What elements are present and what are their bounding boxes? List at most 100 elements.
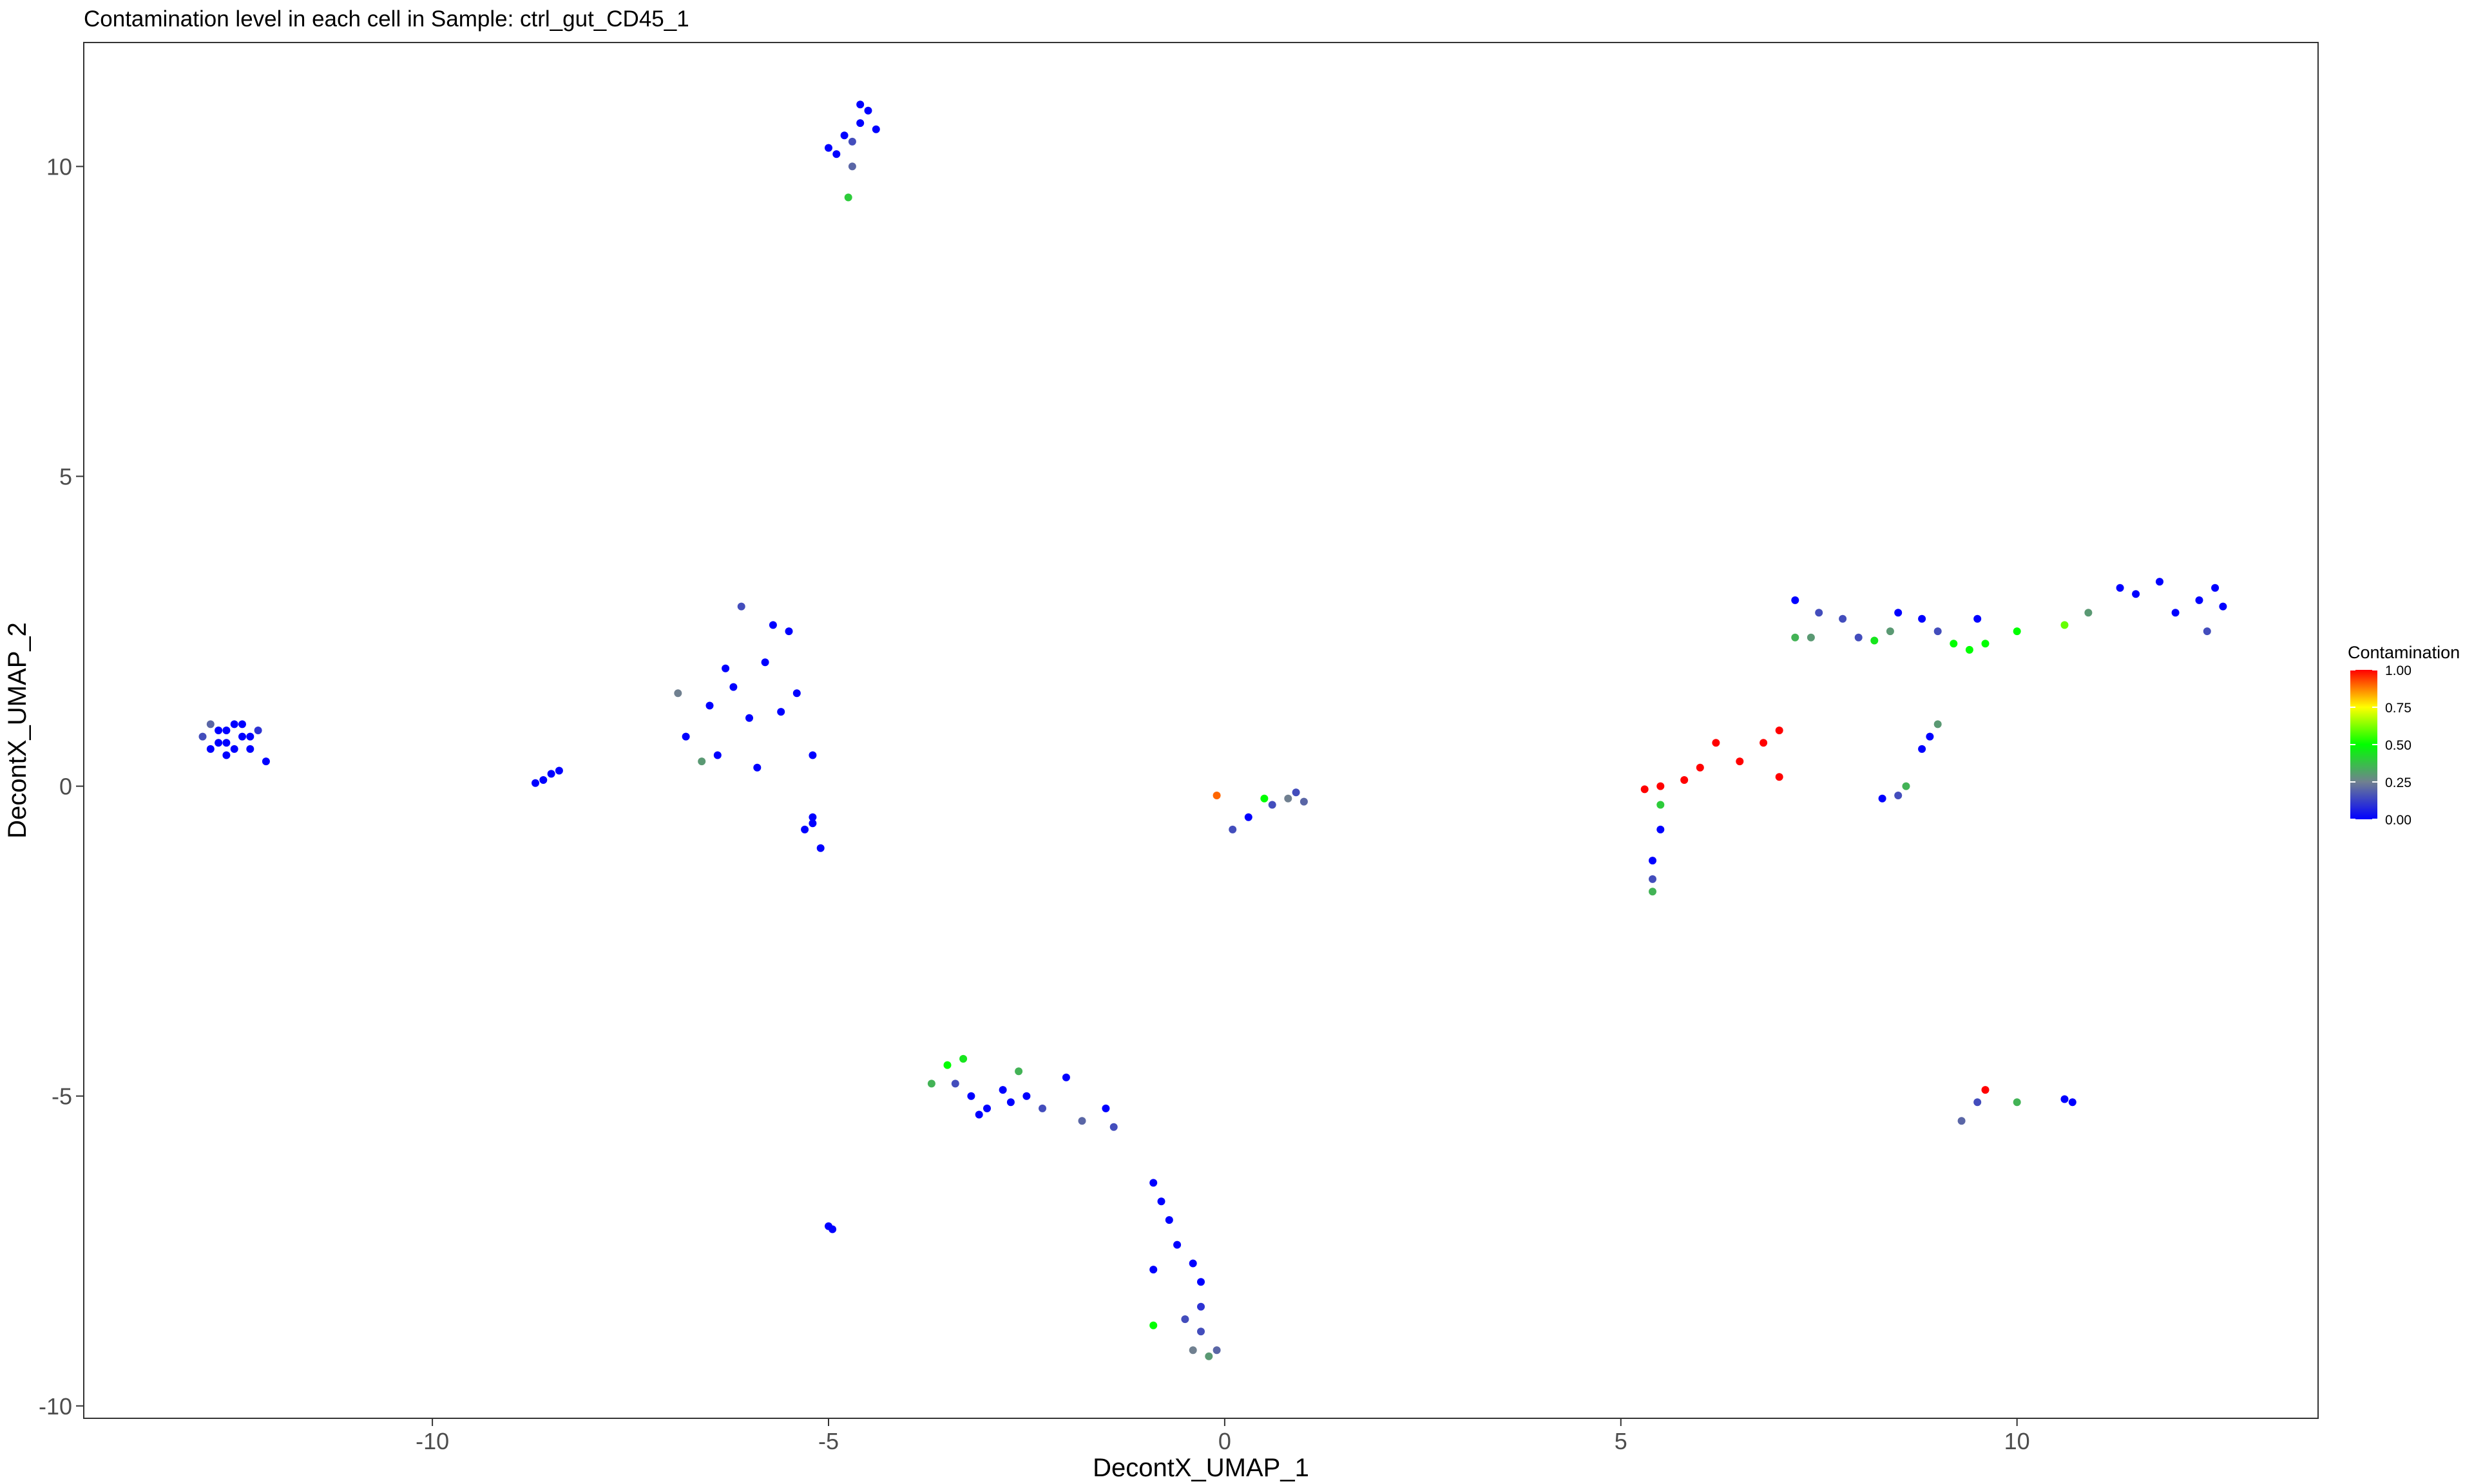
chart-title: Contamination level in each cell in Samp… (84, 6, 689, 32)
data-point (1918, 614, 1926, 623)
data-point (1102, 1104, 1110, 1112)
data-point (832, 150, 841, 158)
data-point (1696, 763, 1704, 772)
data-point (801, 825, 809, 833)
data-point (1981, 640, 1990, 648)
data-point (1062, 1073, 1070, 1081)
data-point (848, 162, 856, 171)
data-point (1260, 794, 1269, 803)
data-point (230, 720, 238, 728)
data-point (856, 100, 865, 109)
legend-tick-label: 1.00 (2385, 663, 2412, 678)
data-point (1649, 857, 1656, 865)
data-point (785, 627, 793, 636)
data-point (809, 751, 817, 759)
data-point (999, 1086, 1007, 1094)
data-point (1189, 1346, 1197, 1355)
data-point (1981, 1086, 1990, 1094)
data-point (547, 770, 555, 778)
data-point (1640, 785, 1649, 794)
data-point (2060, 621, 2069, 629)
data-point (1894, 792, 1903, 799)
data-point (777, 708, 785, 716)
legend-tick-label: 0.50 (2385, 738, 2412, 753)
data-point (682, 732, 690, 741)
data-point (254, 727, 262, 734)
data-point (951, 1080, 959, 1088)
data-point (1197, 1278, 1205, 1286)
data-point (1886, 627, 1894, 636)
y-tick-label: -5 (52, 1083, 72, 1110)
data-point (2068, 1098, 2076, 1107)
data-point (1854, 633, 1863, 642)
data-point (1712, 739, 1720, 747)
data-point (1775, 727, 1783, 734)
data-point (222, 739, 231, 747)
data-point (1006, 1098, 1015, 1107)
data-point (206, 720, 215, 728)
data-point (1015, 1067, 1023, 1076)
data-point (1268, 801, 1276, 809)
data-point (1902, 782, 1910, 790)
legend-title: Contamination (2348, 643, 2460, 662)
data-point (872, 125, 880, 133)
data-point (532, 779, 539, 787)
data-point (809, 819, 817, 828)
data-point (769, 621, 777, 629)
data-point (1299, 797, 1308, 806)
data-point (1244, 813, 1252, 821)
data-point (959, 1054, 968, 1063)
data-point (983, 1104, 991, 1112)
data-point (1933, 627, 1942, 636)
data-point (1878, 794, 1886, 803)
data-point (1229, 825, 1237, 833)
data-point (1649, 888, 1656, 896)
data-point (1807, 633, 1815, 642)
data-point (1965, 645, 1973, 654)
data-point (1933, 720, 1942, 728)
data-point (1039, 1104, 1046, 1112)
data-point (698, 757, 706, 766)
data-point (222, 727, 231, 734)
data-point (1791, 596, 1799, 604)
data-point (1791, 633, 1799, 642)
data-point (1022, 1092, 1031, 1100)
data-point (238, 732, 246, 741)
data-point (1213, 1346, 1221, 1355)
data-point (1775, 773, 1783, 781)
legend: Contamination 0.00 0.25 0.50 0.75 1.00 (2348, 643, 2460, 828)
data-point (2203, 627, 2211, 636)
x-axis-title: DecontX_UMAP_1 (1093, 1454, 1309, 1482)
data-point (215, 739, 223, 747)
data-point (943, 1061, 952, 1069)
data-point (1760, 739, 1768, 747)
y-tick-label: 10 (46, 153, 72, 180)
data-point (745, 714, 753, 722)
data-point (1205, 1352, 1213, 1360)
x-tick-label: 0 (1218, 1428, 1231, 1454)
legend-tick-label: 0.75 (2385, 701, 2412, 716)
legend-ticks: 0.00 0.25 0.50 0.75 1.00 (2350, 663, 2412, 828)
data-point (1149, 1321, 1158, 1329)
data-point (1197, 1327, 1205, 1336)
data-point (1213, 792, 1221, 799)
data-point (1656, 825, 1665, 833)
data-point (1149, 1179, 1158, 1187)
legend-tick-label: 0.00 (2385, 813, 2412, 828)
data-point (2116, 584, 2124, 592)
y-tick-label: 5 (59, 464, 72, 490)
data-point (1894, 609, 1903, 617)
data-point (761, 658, 769, 667)
x-tick-label: -10 (416, 1428, 449, 1454)
data-point (2084, 609, 2093, 617)
data-point (222, 751, 231, 759)
data-point (2195, 596, 2203, 604)
data-point (713, 751, 722, 759)
data-point (1918, 745, 1926, 753)
data-point (1950, 640, 1958, 648)
data-point (1736, 757, 1744, 766)
data-point (1870, 636, 1879, 645)
data-point (2132, 590, 2140, 598)
data-point (737, 602, 745, 611)
data-point (1292, 788, 1300, 797)
